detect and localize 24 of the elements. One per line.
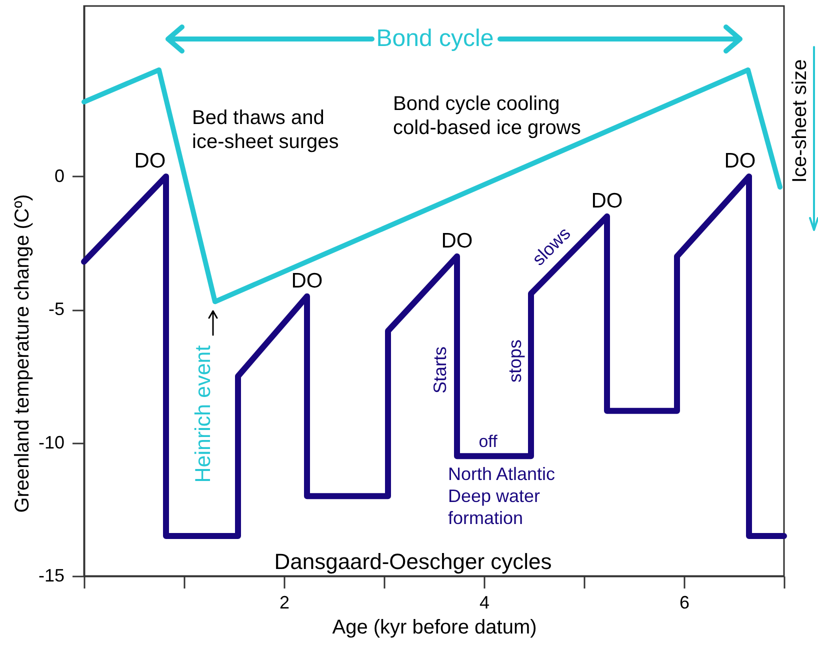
y-tick-label: -5 — [48, 299, 64, 320]
annotation: Bond cycle cooling cold-based ice grows — [393, 93, 581, 139]
y-tick-label: -15 — [38, 566, 64, 586]
x-tick-label: 6 — [679, 592, 690, 612]
annotation: stops — [505, 339, 525, 383]
y-tick-label: 0 — [54, 166, 64, 186]
y-tick-label: -10 — [38, 432, 64, 452]
annotation: Starts — [430, 346, 450, 394]
annotation: DO — [591, 189, 623, 212]
annotation: North Atlantic Deep water formation — [448, 464, 556, 528]
annotation: Dansgaard-Oeschger cycles — [274, 549, 552, 574]
annotation: DO — [134, 149, 166, 172]
annotation: off — [478, 432, 498, 451]
annotation: DO — [724, 149, 756, 172]
x-tick-label: 2 — [279, 592, 290, 612]
annotation: DO — [291, 269, 323, 292]
x-axis-title: Age (kyr before datum) — [332, 616, 537, 638]
x-tick-label: 4 — [479, 592, 490, 612]
annotation: Bond cycle — [376, 25, 494, 52]
text: Ice-sheet size — [789, 59, 811, 183]
annotation: Heinrich event — [191, 345, 215, 483]
annotation: Bed thaws and ice-sheet surges — [192, 107, 339, 153]
y-axis-title: Greenland temperature change (Cº) — [12, 194, 34, 513]
annotation: DO — [441, 229, 473, 252]
